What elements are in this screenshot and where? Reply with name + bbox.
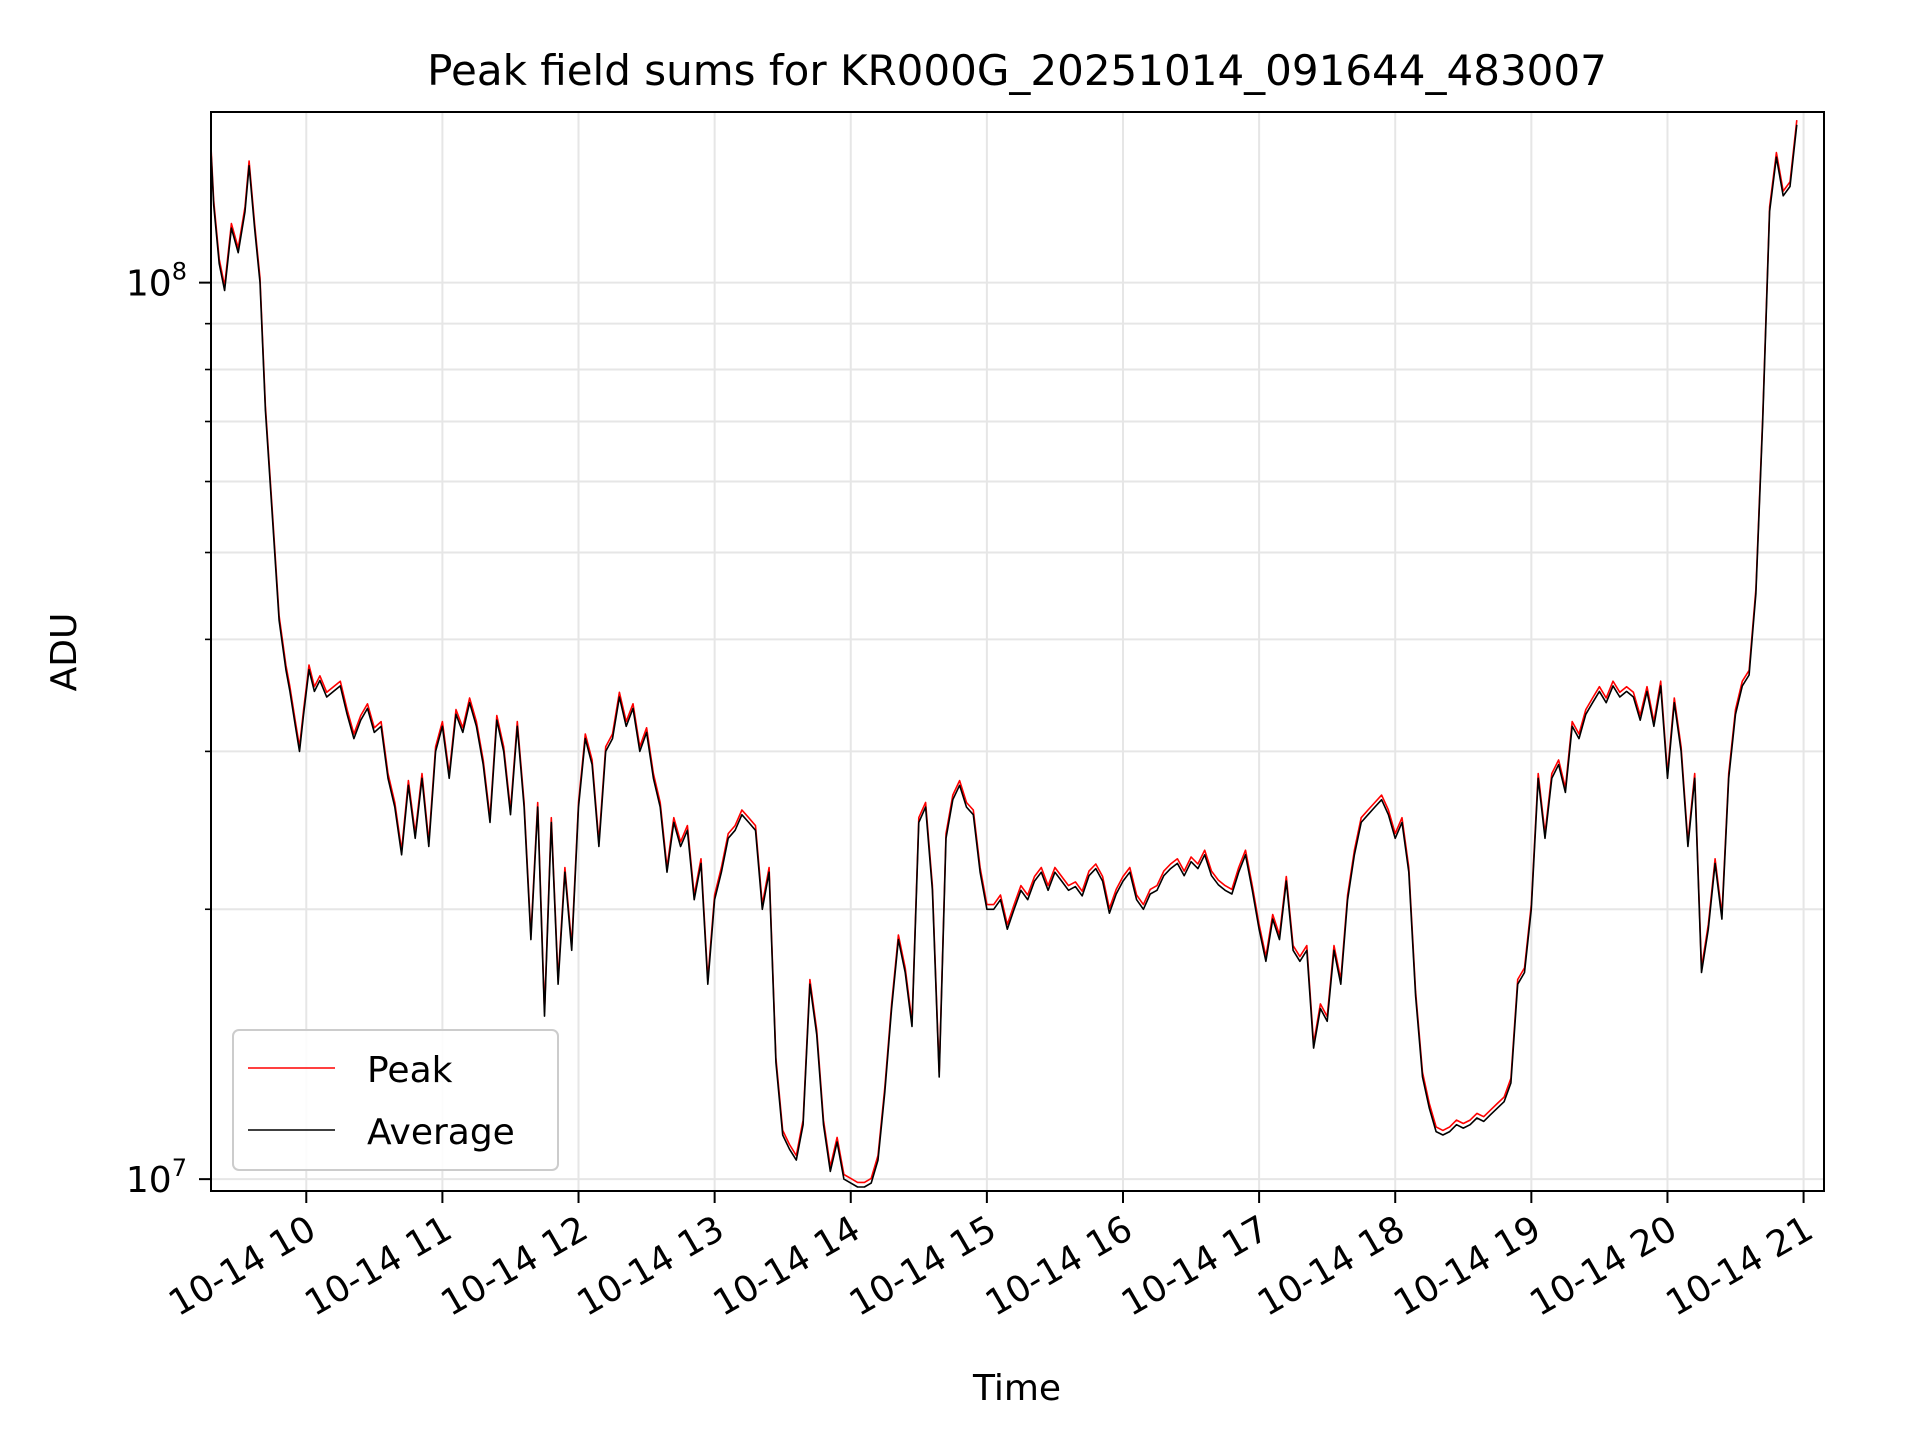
y-tick-label: 107 xyxy=(126,1154,187,1201)
series-line-average xyxy=(210,124,1798,1188)
legend-box xyxy=(232,1029,559,1171)
x-axis-label: Time xyxy=(972,1368,1061,1409)
y-axis-ticks: 107 108 xyxy=(126,258,211,1201)
y-axis-label: ADU xyxy=(44,613,85,692)
series xyxy=(210,120,1798,1188)
legend-average-label: Average xyxy=(367,1112,515,1153)
legend: Peak Average xyxy=(232,1029,559,1171)
plot-frame xyxy=(210,111,1825,1192)
y-tick-label: 108 xyxy=(126,258,187,305)
chart-title: Peak field sums for KR000G_20251014_0916… xyxy=(427,46,1607,95)
grid xyxy=(211,112,1824,1191)
legend-peak-label: Peak xyxy=(367,1050,453,1091)
